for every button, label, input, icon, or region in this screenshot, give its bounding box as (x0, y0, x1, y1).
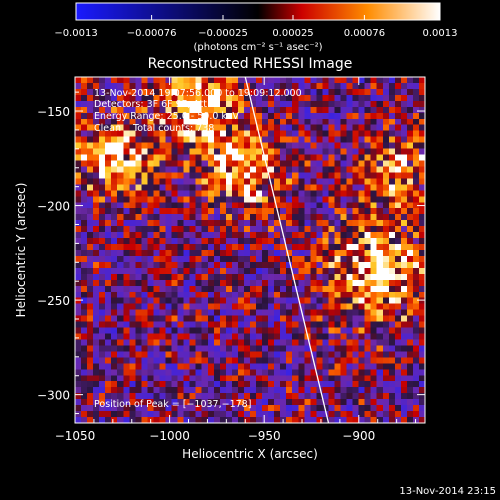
colorbar-tick-label: −0.00025 (198, 28, 248, 39)
y-tick-label: −200 (37, 200, 70, 214)
colorbar-tick-label: 0.00025 (272, 28, 313, 39)
y-axis-label: Heliocentric Y (arcsec) (14, 183, 28, 318)
annotation-total-counts: Clean Total counts: 738 (94, 123, 214, 134)
solar-limb-line (244, 76, 330, 424)
colorbar-gradient (75, 2, 441, 21)
colorbar: −0.0013 −0.00076 −0.00025 0.00025 0.00076 0.0… (54, 2, 458, 53)
x-axis-label: Heliocentric X (arcsec) (182, 447, 318, 461)
annotation-block: 13-Nov-2014 19:07:56.000 to 19:09:12.000… (94, 88, 302, 410)
chart-title: Reconstructed RHESSI Image (148, 56, 353, 72)
colorbar-tick-label: −0.00076 (127, 28, 177, 39)
x-axis-ticks: −1050 −1000 −950 −900 (55, 77, 417, 443)
x-tick-label: −900 (342, 429, 375, 443)
annotation-energy-range: Energy Range: 25.0 - 50.0 keV (94, 111, 239, 122)
y-tick-label: −250 (37, 294, 70, 308)
plot-frame (74, 76, 426, 424)
y-axis-ticks: −150 −200 −250 −300 (37, 91, 425, 415)
annotation-time-range: 13-Nov-2014 19:07:56.000 to 19:09:12.000 (94, 88, 302, 99)
footer-timestamp: 13-Nov-2014 23:15 (399, 486, 496, 497)
x-tick-label: −1000 (149, 429, 190, 443)
colorbar-tick-label: 0.00076 (344, 28, 385, 39)
x-tick-label: −950 (248, 429, 281, 443)
y-tick-label: −300 (37, 389, 70, 403)
annotation-peak-position: Position of Peak = [−1037,−178] (94, 399, 251, 410)
colorbar-tick-label: −0.0013 (54, 28, 97, 39)
heatmap-image (75, 77, 425, 423)
annotation-detectors: Detectors: 3F 6F 9F, Att 0 (94, 99, 216, 110)
x-tick-label: −1050 (55, 429, 96, 443)
colorbar-unit: (photons cm⁻² s⁻¹ asec⁻²) (193, 42, 322, 53)
y-tick-label: −150 (37, 105, 70, 119)
colorbar-ticks: −0.0013 −0.00076 −0.00025 0.00025 0.00076 0.0… (54, 15, 458, 39)
colorbar-tick-label: 0.0013 (423, 28, 458, 39)
